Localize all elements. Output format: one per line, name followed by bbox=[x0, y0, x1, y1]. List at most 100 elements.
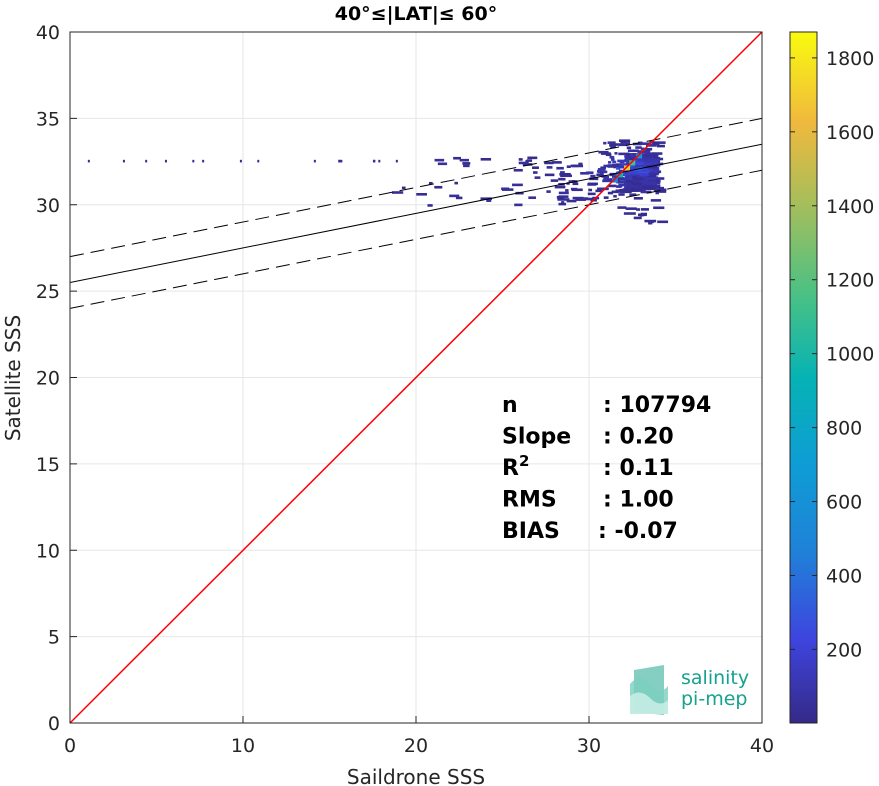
density-cell bbox=[624, 165, 631, 171]
density-cell bbox=[646, 158, 657, 162]
density-cell bbox=[559, 172, 571, 176]
density-cell bbox=[607, 191, 614, 195]
y-tick-label: 15 bbox=[36, 454, 60, 476]
density-cell bbox=[648, 172, 659, 176]
density-cell bbox=[603, 177, 607, 180]
density-cell bbox=[526, 159, 533, 162]
density-cell bbox=[644, 152, 656, 156]
density-cell bbox=[597, 168, 606, 171]
density-cell bbox=[615, 177, 625, 180]
density-cell bbox=[657, 220, 669, 224]
density-cell bbox=[587, 183, 597, 186]
stat-value: : 107794 bbox=[603, 393, 711, 418]
density-cell bbox=[556, 166, 564, 170]
density-cell bbox=[572, 182, 579, 186]
density-cell bbox=[603, 196, 609, 199]
density-cell bbox=[645, 147, 653, 151]
stat-value: : -0.07 bbox=[598, 519, 678, 544]
density-cell bbox=[626, 146, 632, 150]
density-cell bbox=[646, 177, 657, 180]
density-cell bbox=[623, 182, 629, 186]
fit-line bbox=[70, 143, 762, 283]
density-cell bbox=[558, 191, 569, 195]
density-cell bbox=[629, 160, 636, 166]
density-cell bbox=[630, 166, 638, 170]
colorbar-gradient bbox=[789, 31, 818, 724]
density-cell bbox=[634, 185, 640, 189]
colorbar-tick-label: 800 bbox=[826, 418, 862, 440]
density-cell bbox=[656, 144, 665, 148]
density-cell bbox=[640, 208, 649, 211]
salinity-pi-mep-logo: salinity pi-mep bbox=[630, 665, 749, 715]
density-cell bbox=[609, 155, 615, 159]
density-cell bbox=[647, 168, 659, 171]
density-cell bbox=[601, 152, 608, 155]
density-cell bbox=[645, 144, 657, 147]
density-cell bbox=[122, 159, 125, 163]
density-cell bbox=[514, 203, 523, 207]
density-cell bbox=[449, 194, 460, 198]
density-cell bbox=[486, 199, 492, 202]
density-cell bbox=[597, 187, 609, 191]
density-cell bbox=[562, 177, 566, 181]
density-cell bbox=[566, 165, 571, 168]
density-cell bbox=[655, 190, 667, 193]
density-cell bbox=[656, 179, 660, 182]
x-tick-label: 0 bbox=[64, 735, 76, 757]
density-cell bbox=[616, 163, 623, 166]
density-cell bbox=[609, 173, 615, 177]
density-cell bbox=[528, 196, 537, 200]
density-cell bbox=[463, 164, 470, 168]
density-cell bbox=[619, 143, 628, 147]
colorbar-tick-label: 1400 bbox=[826, 196, 874, 218]
density-cell bbox=[653, 141, 658, 145]
density-cell bbox=[533, 171, 538, 174]
density-cell bbox=[607, 165, 615, 168]
density-cell bbox=[558, 202, 567, 206]
density-cell bbox=[628, 171, 638, 174]
density-cell bbox=[642, 177, 646, 181]
y-tick-label: 20 bbox=[36, 368, 60, 390]
density-cell bbox=[610, 145, 616, 149]
density-cell bbox=[558, 177, 563, 181]
density-cell bbox=[570, 187, 578, 191]
density-cell bbox=[518, 158, 523, 161]
density-cell bbox=[401, 186, 406, 190]
density-cell bbox=[437, 162, 448, 166]
density-cell bbox=[649, 184, 661, 188]
regression-lines bbox=[70, 32, 762, 723]
colorbar-tick-label: 1600 bbox=[826, 122, 874, 144]
y-tick-label: 25 bbox=[36, 281, 60, 303]
density-cell bbox=[648, 178, 656, 182]
density-cell bbox=[627, 172, 638, 176]
density-cell bbox=[202, 159, 205, 163]
density-cell bbox=[627, 187, 632, 191]
density-cell bbox=[612, 160, 617, 164]
density-cell bbox=[654, 188, 659, 192]
density-cell bbox=[560, 171, 565, 174]
density-cell bbox=[633, 197, 643, 200]
density-cell bbox=[453, 156, 462, 160]
density-cell bbox=[554, 185, 566, 189]
density-cell bbox=[626, 179, 634, 183]
density-cell bbox=[558, 195, 569, 198]
density-cell bbox=[572, 196, 584, 200]
density-cell bbox=[601, 175, 608, 178]
x-axis-label: Saildrone SSS bbox=[347, 765, 485, 786]
density-cell bbox=[648, 160, 659, 164]
density-cell bbox=[617, 159, 627, 163]
colorbar-tick-label: 1800 bbox=[826, 48, 874, 70]
density-cell bbox=[615, 185, 621, 188]
density-cell bbox=[635, 157, 645, 160]
density-cell bbox=[607, 161, 612, 164]
density-cell bbox=[648, 221, 653, 225]
density-cell bbox=[655, 186, 665, 190]
y-tick-label: 0 bbox=[48, 713, 60, 735]
y-axis-ticks: 0 5 10 15 20 25 30 35 40 bbox=[36, 22, 77, 735]
density-cell bbox=[603, 178, 615, 181]
density-cell bbox=[657, 157, 664, 161]
density-cell bbox=[546, 190, 551, 193]
density-cell bbox=[618, 165, 626, 169]
density-cell bbox=[618, 193, 625, 196]
